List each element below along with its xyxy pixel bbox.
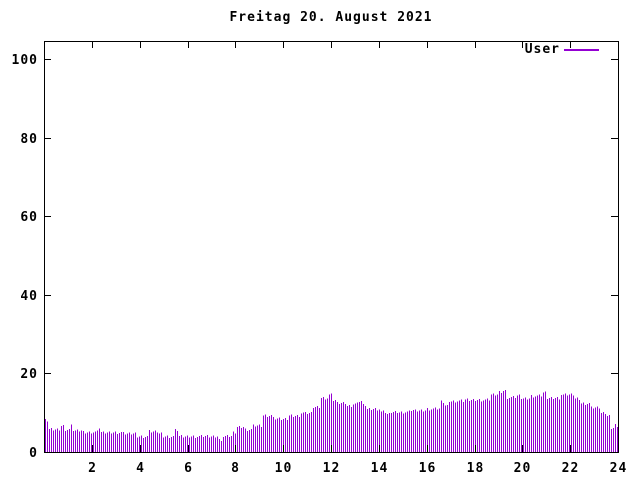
x-tick-label: 18 <box>467 461 485 476</box>
chart-title: Freitag 20. August 2021 <box>229 10 433 25</box>
x-tick-label: 12 <box>323 461 341 476</box>
x-tick-label: 14 <box>371 461 389 476</box>
y-tick-label: 80 <box>20 132 38 147</box>
legend: User <box>440 43 610 57</box>
y-tick-label: 20 <box>20 367 38 382</box>
x-tick-label: 24 <box>610 461 628 476</box>
y-tick-label: 40 <box>20 289 38 304</box>
legend-series-label: User <box>524 42 560 57</box>
x-tick-label: 2 <box>88 461 97 476</box>
x-tick-label: 8 <box>231 461 240 476</box>
x-tick-label: 4 <box>136 461 145 476</box>
legend-line-sample <box>564 49 599 51</box>
x-tick-label: 20 <box>514 461 532 476</box>
plot-border <box>44 41 619 453</box>
bars-series-user <box>45 390 618 452</box>
y-tick-label: 100 <box>12 53 38 68</box>
x-tick-label: 16 <box>419 461 437 476</box>
x-tick-label: 6 <box>184 461 193 476</box>
x-tick-label: 22 <box>562 461 580 476</box>
y-tick-label: 0 <box>29 446 38 461</box>
x-tick-label: 10 <box>275 461 293 476</box>
y-tick-label: 60 <box>20 210 38 225</box>
